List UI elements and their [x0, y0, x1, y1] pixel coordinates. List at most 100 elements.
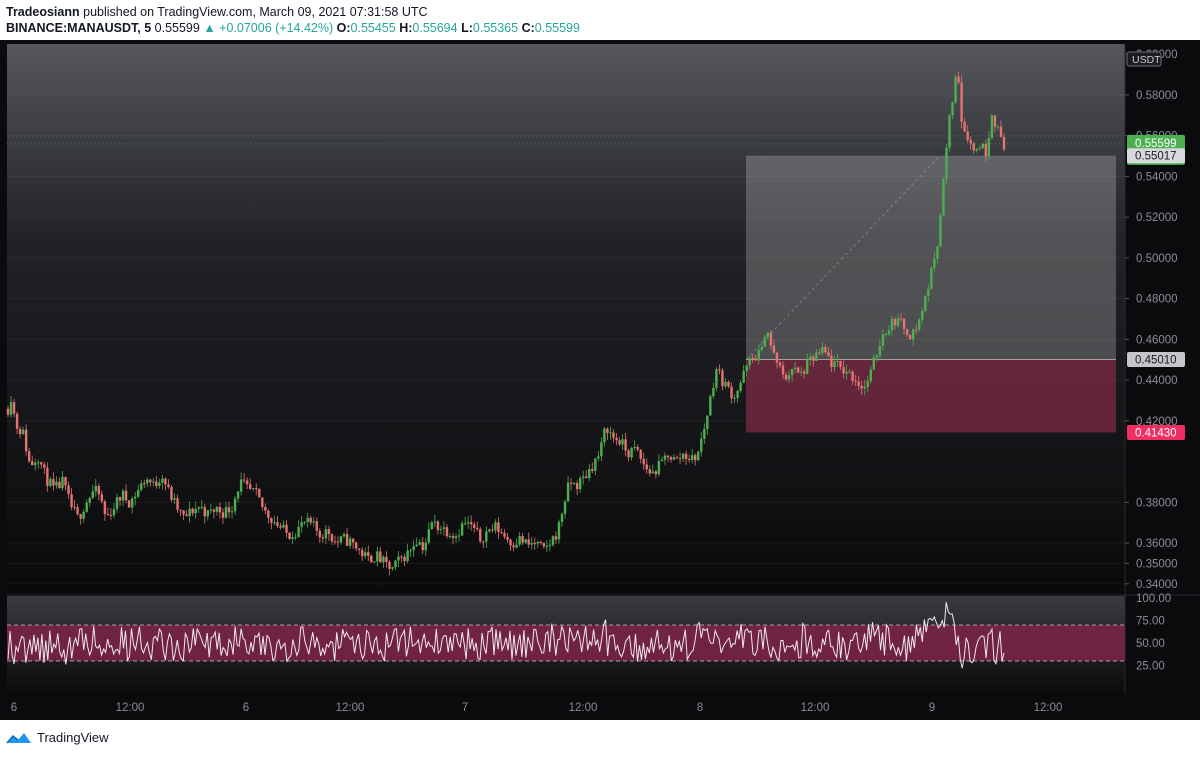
- candle-body: [212, 509, 216, 512]
- candle-body: [406, 550, 409, 562]
- price-tick-label: 0.44000: [1136, 375, 1178, 387]
- candle-body: [330, 534, 334, 542]
- candle-body: [91, 491, 94, 499]
- candle-body: [46, 467, 49, 486]
- low-label: L:: [461, 21, 473, 35]
- candle-body: [218, 506, 222, 513]
- candle-body: [161, 478, 164, 483]
- candle-body: [306, 517, 309, 523]
- candle-body: [748, 357, 751, 366]
- candle-body: [182, 510, 185, 515]
- candle-body: [127, 500, 131, 508]
- candle-body: [821, 347, 824, 354]
- candle-body: [367, 552, 370, 556]
- candle-body: [860, 385, 863, 389]
- last-price: 0.55599: [154, 21, 200, 35]
- price-tick-label: 0.58000: [1136, 90, 1178, 102]
- candle-body: [845, 371, 848, 374]
- candle-body: [539, 541, 543, 544]
- time-tick-label: 8: [697, 702, 703, 714]
- footer: TradingView: [6, 730, 109, 745]
- candle-body: [427, 529, 431, 543]
- price-tick-label: 0.52000: [1136, 212, 1178, 224]
- candle-body: [975, 148, 978, 151]
- candle-body: [82, 511, 85, 519]
- candle-body: [167, 484, 170, 487]
- candle-body: [839, 361, 842, 368]
- candle-body: [40, 462, 43, 465]
- entry-price-tag[interactable]: [1127, 352, 1185, 368]
- candle-body: [103, 501, 107, 515]
- candle-body: [878, 346, 882, 356]
- candle-body: [488, 529, 491, 532]
- candle-body: [303, 522, 306, 524]
- candle-body: [1002, 136, 1006, 150]
- time-tick-label: 12:00: [801, 702, 830, 714]
- candle-body: [21, 429, 25, 435]
- candle-body: [67, 485, 70, 495]
- candle-body: [55, 481, 58, 486]
- candle-body: [403, 556, 406, 562]
- author-name[interactable]: Tradeosiann: [6, 5, 80, 19]
- candle-body: [663, 455, 667, 460]
- candle-body: [485, 531, 488, 542]
- candle-body: [833, 361, 836, 367]
- target-zone[interactable]: [746, 155, 1116, 360]
- candle-body: [742, 371, 745, 383]
- candle-body: [769, 332, 773, 346]
- candle-body: [136, 489, 140, 497]
- candle-body: [948, 115, 951, 148]
- candle-body: [745, 365, 748, 372]
- candle-body: [149, 479, 152, 483]
- candle-body: [312, 521, 315, 523]
- candle-body: [557, 521, 561, 540]
- candle-body: [191, 508, 194, 514]
- tradingview-logo-icon[interactable]: [6, 731, 32, 745]
- candle-body: [630, 447, 633, 458]
- candle-body: [506, 536, 509, 540]
- candle-body: [639, 449, 642, 459]
- candle-body: [430, 522, 434, 530]
- candle-body: [787, 375, 791, 380]
- currency-tag[interactable]: [1126, 51, 1162, 67]
- candle-body: [203, 506, 206, 517]
- stop-price-tag[interactable]: [1127, 424, 1185, 440]
- candle-body: [224, 507, 228, 518]
- footer-brand[interactable]: TradingView: [37, 730, 109, 745]
- rsi-tick-label: 25.00: [1136, 661, 1165, 673]
- candle-body: [445, 527, 449, 537]
- candle-body: [348, 538, 352, 546]
- candle-body: [521, 536, 524, 543]
- candle-body: [651, 471, 655, 474]
- candle-body: [872, 357, 876, 370]
- candle-body: [436, 521, 440, 531]
- candle-body: [927, 288, 930, 296]
- symbol-label[interactable]: BINANCE:MANAUSDT, 5: [6, 21, 152, 35]
- candle-body: [24, 429, 28, 452]
- candle-body: [902, 318, 906, 330]
- candle-body: [733, 397, 736, 399]
- candle-body: [781, 365, 785, 375]
- open-value: 0.55455: [350, 21, 396, 35]
- candle-body: [842, 367, 845, 374]
- candle-body: [333, 541, 337, 543]
- candle-body: [930, 267, 933, 289]
- candle-body: [524, 539, 527, 543]
- close-value: 0.55599: [534, 21, 580, 35]
- candle-body: [85, 502, 88, 512]
- candle-body: [400, 556, 403, 558]
- candle-body: [905, 329, 909, 336]
- candle-body: [394, 560, 397, 568]
- candle-body: [376, 551, 379, 562]
- candle-body: [351, 538, 355, 543]
- candle-body: [554, 536, 558, 540]
- candle-body: [633, 447, 636, 449]
- rsi-tick-label: 50.00: [1136, 638, 1165, 650]
- candle-body: [415, 544, 418, 547]
- candle-body: [802, 371, 806, 374]
- target-price-tag[interactable]: [1127, 148, 1185, 164]
- candle-body: [896, 318, 900, 326]
- candle-body: [230, 511, 234, 513]
- candle-body: [112, 509, 116, 516]
